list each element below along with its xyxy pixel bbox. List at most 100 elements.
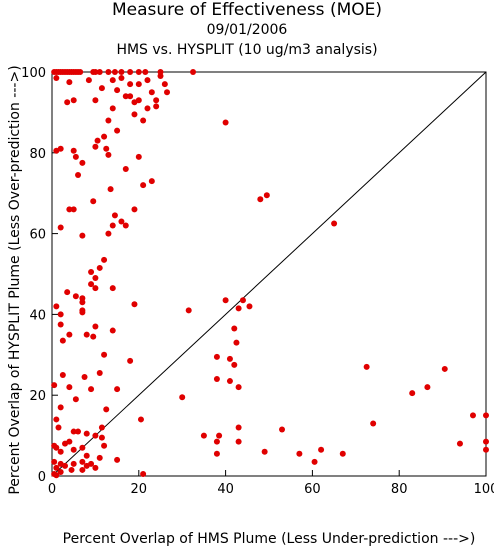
- data-point: [92, 323, 99, 330]
- data-point: [55, 424, 62, 431]
- data-point: [118, 69, 125, 75]
- data-point: [57, 448, 64, 455]
- data-point: [66, 206, 73, 213]
- data-point: [98, 85, 105, 92]
- y-axis-label: Percent Overlap of HYSPLIT Plume (Less O…: [7, 65, 23, 495]
- data-point: [79, 466, 86, 473]
- data-point: [235, 384, 242, 391]
- data-point: [70, 460, 77, 467]
- data-point: [79, 159, 86, 166]
- data-point: [105, 151, 112, 158]
- data-point: [70, 147, 77, 154]
- data-point: [483, 438, 489, 445]
- data-point: [153, 103, 160, 110]
- chart-subtitle: HMS vs. HYSPLIT (10 ug/m3 analysis): [116, 42, 378, 58]
- data-point: [70, 97, 77, 104]
- y-tick-label: 40: [29, 308, 46, 323]
- data-points: [51, 69, 489, 479]
- data-point: [107, 186, 114, 193]
- data-point: [70, 206, 77, 213]
- x-axis-label: Percent Overlap of HMS Plume (Less Under…: [62, 531, 476, 547]
- data-point: [148, 89, 155, 96]
- data-point: [83, 430, 90, 437]
- data-point: [118, 218, 125, 225]
- data-point: [122, 222, 129, 229]
- data-point: [92, 464, 99, 471]
- data-point: [53, 147, 60, 154]
- data-point: [92, 275, 99, 282]
- data-point: [263, 192, 270, 199]
- data-point: [222, 119, 229, 126]
- x-tick-label: 60: [304, 482, 321, 497]
- data-point: [363, 363, 370, 370]
- data-point: [64, 289, 71, 296]
- data-point: [216, 432, 223, 439]
- reference-diagonal: [51, 71, 487, 477]
- data-point: [131, 111, 138, 118]
- data-point: [257, 196, 264, 203]
- data-point: [131, 206, 138, 213]
- data-point: [88, 268, 95, 275]
- data-point: [53, 75, 60, 82]
- data-point: [90, 198, 97, 205]
- data-point: [122, 93, 129, 100]
- data-point: [101, 351, 108, 358]
- data-point: [339, 450, 346, 457]
- data-point: [79, 309, 86, 316]
- data-point: [135, 69, 142, 75]
- data-point: [235, 424, 242, 431]
- data-point: [51, 458, 58, 465]
- data-point: [53, 464, 60, 471]
- data-point: [77, 69, 84, 75]
- data-point: [331, 220, 338, 227]
- data-point: [164, 89, 171, 96]
- data-point: [140, 182, 147, 189]
- data-point: [456, 440, 463, 447]
- data-point: [66, 438, 73, 445]
- data-point: [190, 69, 197, 75]
- data-point: [105, 230, 112, 237]
- data-point: [64, 99, 71, 106]
- data-point: [81, 374, 88, 381]
- data-point: [103, 406, 110, 413]
- data-point: [59, 337, 66, 344]
- data-point: [185, 307, 192, 314]
- data-point: [75, 428, 82, 435]
- data-point: [114, 386, 121, 393]
- data-point: [318, 446, 325, 453]
- data-point: [135, 81, 142, 88]
- plot-frame: [51, 71, 487, 477]
- data-point: [279, 426, 286, 433]
- data-point: [83, 331, 90, 338]
- data-point: [101, 256, 108, 263]
- data-point: [409, 390, 416, 397]
- chart-date: 09/01/2006: [206, 22, 288, 38]
- data-point: [53, 472, 60, 479]
- data-point: [88, 281, 95, 288]
- data-point: [239, 297, 246, 304]
- data-point: [101, 442, 108, 449]
- data-point: [72, 396, 79, 403]
- data-point: [88, 460, 95, 467]
- data-point: [261, 448, 268, 455]
- data-point: [96, 264, 103, 271]
- y-tick-label: 80: [29, 147, 46, 162]
- data-point: [135, 153, 142, 160]
- data-point: [57, 404, 64, 411]
- data-point: [179, 394, 186, 401]
- data-point: [311, 458, 318, 465]
- data-point: [83, 452, 90, 459]
- data-point: [135, 97, 142, 104]
- data-point: [483, 446, 489, 453]
- data-point: [79, 232, 86, 239]
- data-point: [53, 303, 60, 310]
- data-point: [111, 69, 118, 75]
- data-point: [137, 416, 144, 423]
- data-point: [96, 369, 103, 376]
- x-tick-label: 80: [391, 482, 408, 497]
- data-point: [114, 87, 121, 94]
- data-point: [226, 355, 233, 362]
- x-tick-label: 100: [474, 482, 494, 497]
- data-point: [424, 384, 431, 391]
